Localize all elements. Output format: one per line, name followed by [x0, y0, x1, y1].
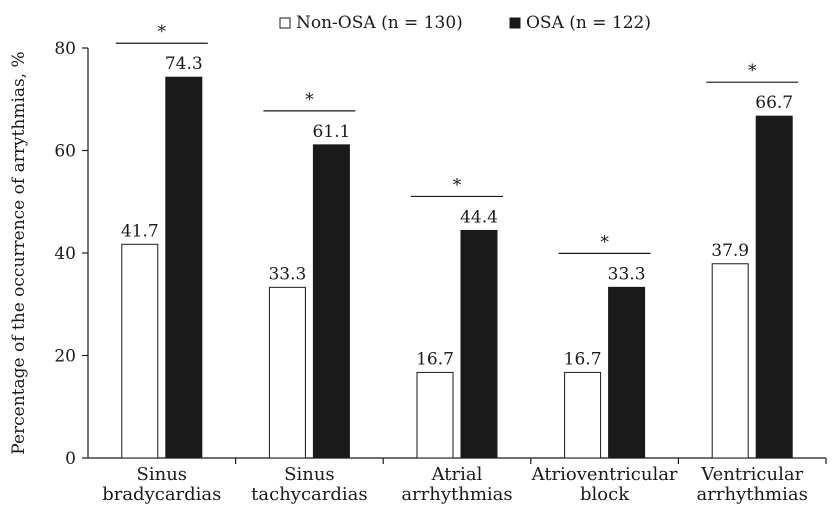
bar-osa [755, 115, 793, 459]
legend-swatch-osa [509, 17, 521, 29]
bars [121, 76, 793, 459]
significance-markers: * * * * * [115, 22, 799, 254]
bar-non-osa [121, 243, 159, 459]
value-labels: 41.7 74.3 33.3 61.1 16.7 44.4 16.7 33.3 37.9 66.7 [121, 54, 793, 369]
bar-osa [608, 286, 646, 459]
significance-star: * [453, 175, 462, 195]
x-category-label: Sinus bradycardias [102, 464, 221, 505]
y-axis: 0 20 40 60 80 [54, 39, 89, 469]
data-label: 74.3 [165, 54, 203, 74]
x-category-label: Ventricular arrhythmias [697, 464, 808, 505]
legend-swatch-non-osa [279, 17, 291, 29]
data-label: 16.7 [416, 349, 454, 369]
y-tick-label: 0 [65, 449, 76, 469]
bar-osa [312, 144, 350, 459]
y-tick-label: 60 [54, 142, 76, 162]
y-tick-label: 40 [54, 244, 76, 264]
data-label: 33.3 [608, 264, 646, 284]
bar-osa [165, 76, 203, 459]
bar-non-osa [564, 371, 602, 459]
data-label: 16.7 [564, 349, 602, 369]
bar-non-osa [711, 263, 749, 459]
data-label: 41.7 [121, 221, 159, 241]
x-category-label: Atrioventricular block [531, 464, 678, 505]
significance-star: * [600, 232, 609, 252]
y-tick-label: 20 [54, 347, 76, 367]
data-label: 44.4 [460, 207, 498, 227]
x-category-label: Atrial arrhythmias [401, 464, 512, 505]
x-category-label: Sinus tachycardias [251, 464, 367, 505]
legend-label: Non-OSA (n = 130) [296, 13, 463, 33]
legend-label: OSA (n = 122) [526, 13, 651, 33]
bar-non-osa [416, 371, 454, 459]
data-label: 61.1 [312, 122, 350, 142]
data-label: 37.9 [711, 241, 749, 261]
significance-star: * [305, 90, 314, 110]
data-label: 66.7 [755, 93, 793, 113]
legend: Non-OSA (n = 130) OSA (n = 122) [279, 13, 651, 33]
significance-star: * [748, 61, 757, 81]
y-tick-label: 80 [54, 39, 76, 59]
bar-non-osa [268, 286, 306, 459]
data-label: 33.3 [268, 264, 306, 284]
bar-osa [460, 229, 498, 459]
x-axis: Sinus bradycardias Sinus tachycardias Atrial… [88, 457, 827, 505]
significance-star: * [158, 22, 167, 42]
y-axis-label: Percentage of the occurrence of arrythmi… [9, 51, 29, 454]
